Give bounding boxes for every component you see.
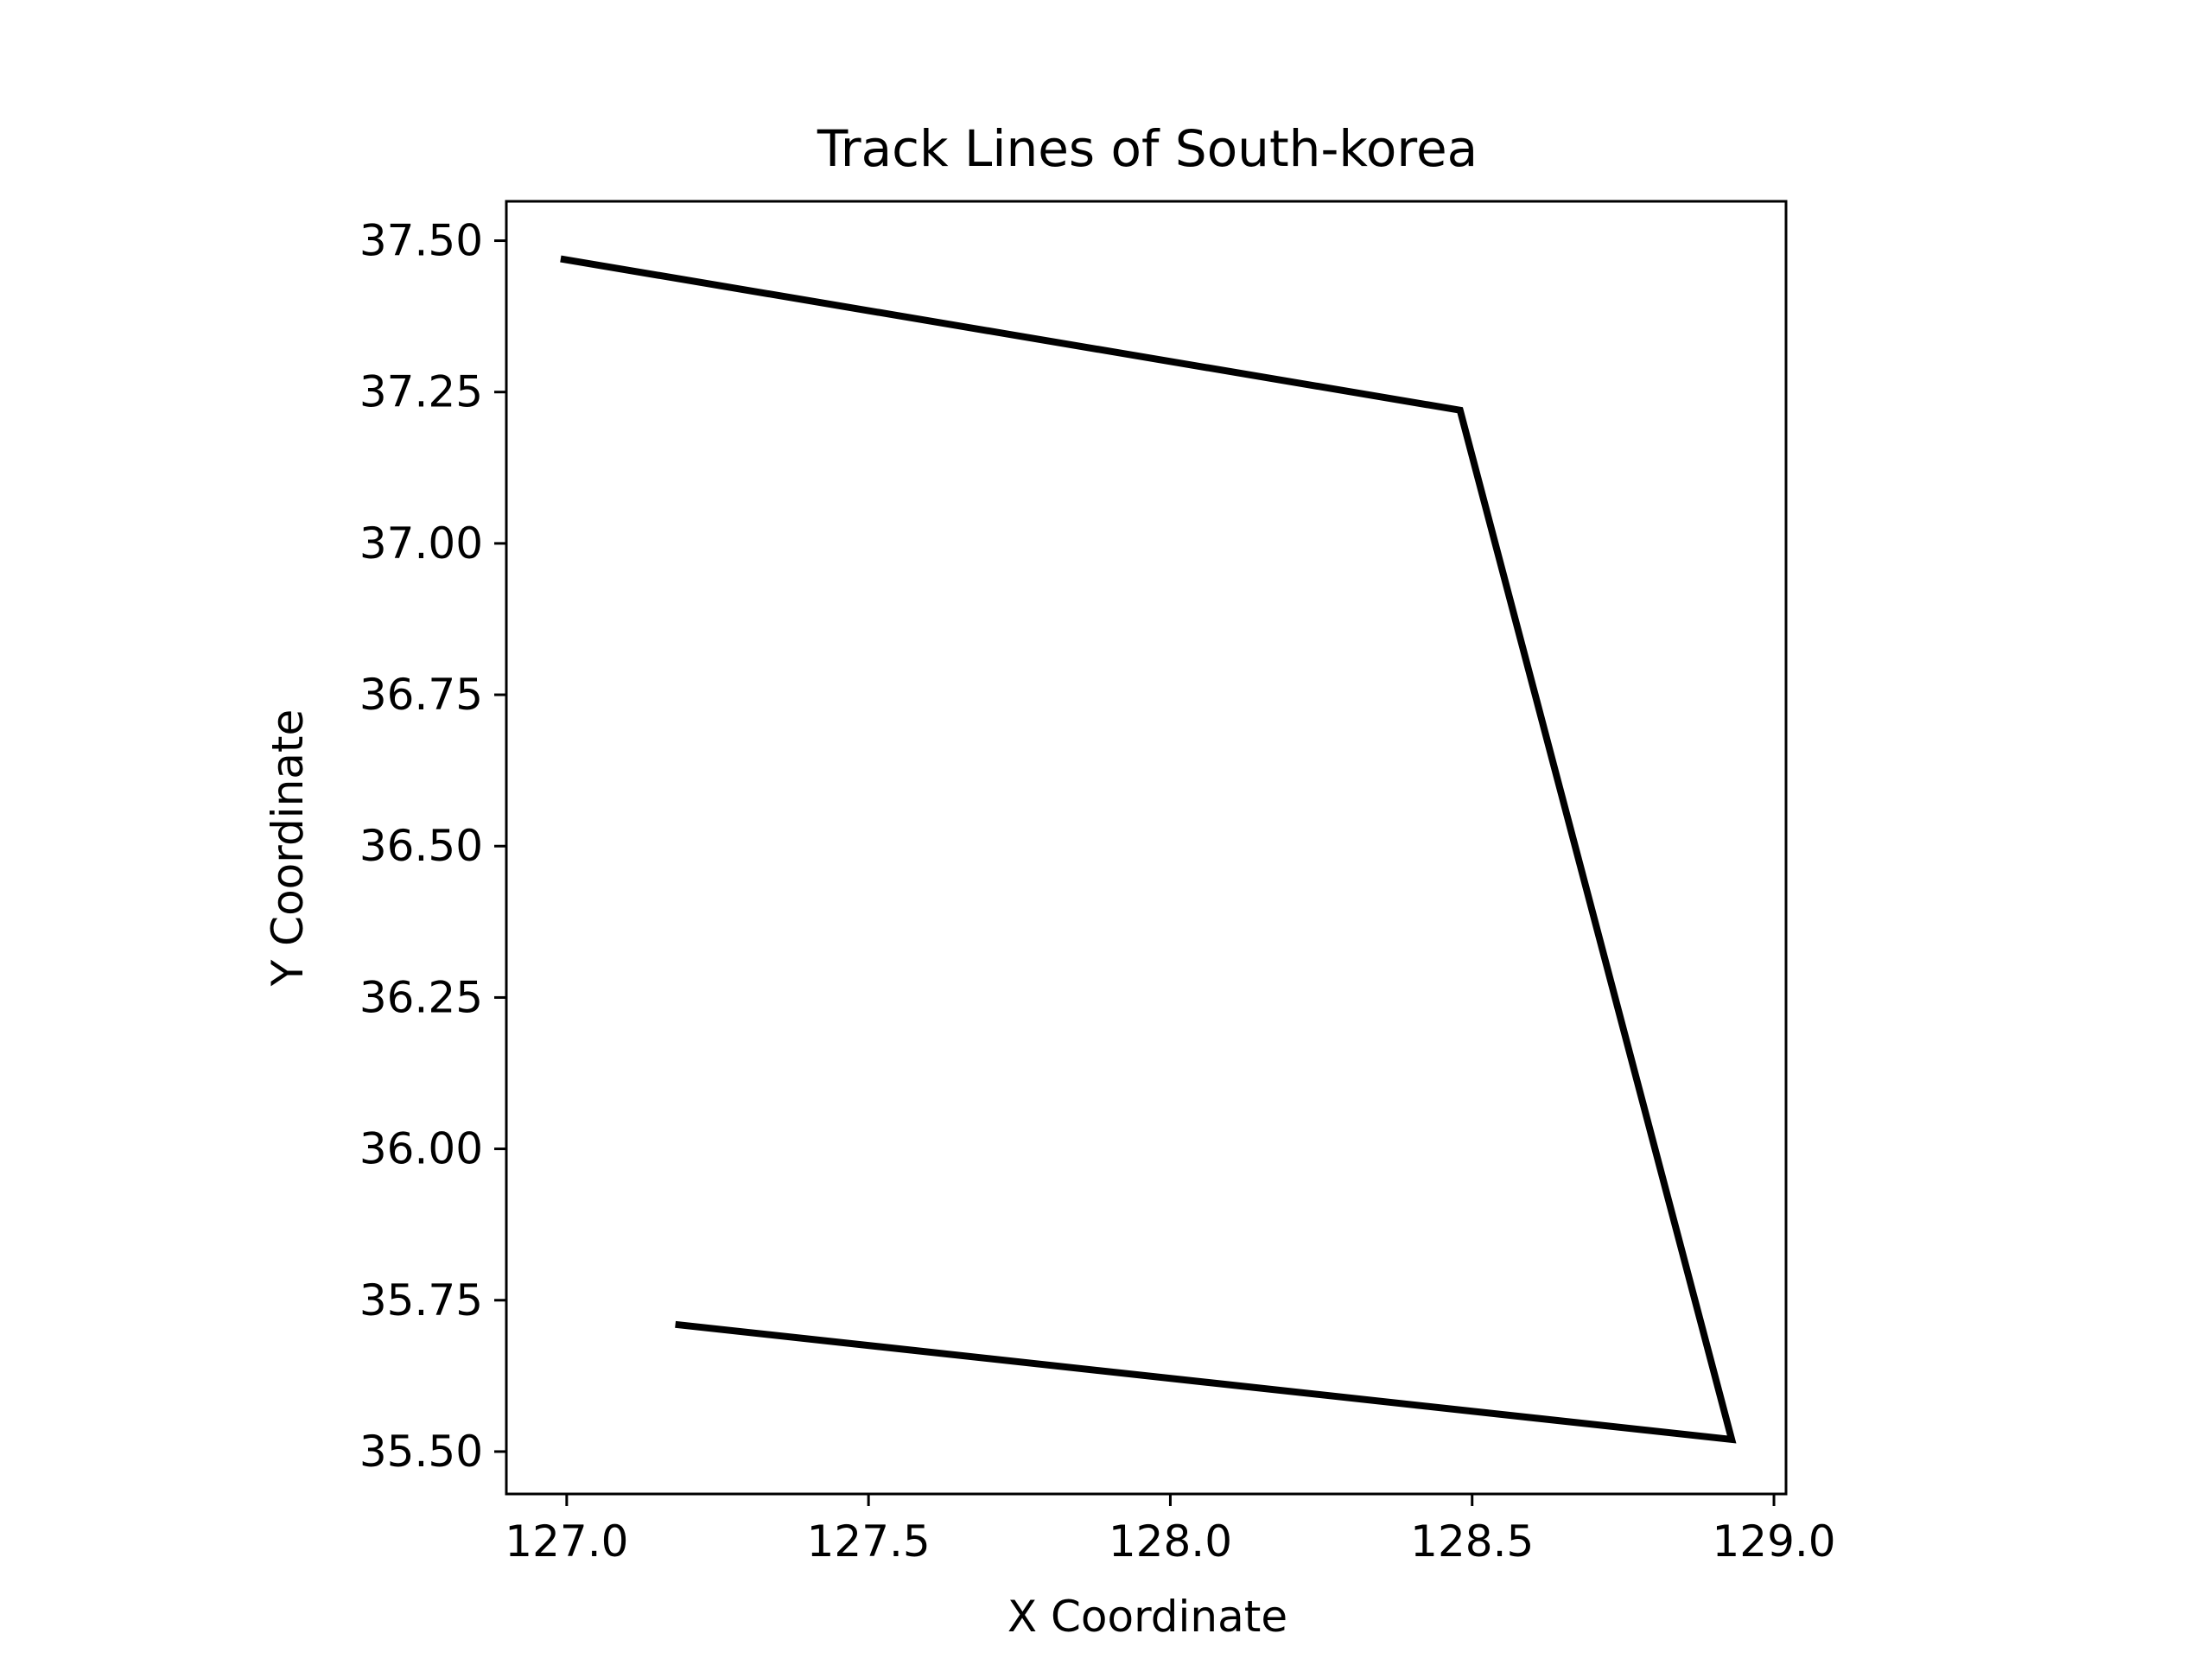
chart-title: Track Lines of South-korea xyxy=(817,119,1478,178)
x-tick-label: 127.5 xyxy=(807,1516,931,1567)
x-tick-label: 127.0 xyxy=(505,1516,628,1567)
y-tick-label: 35.50 xyxy=(359,1427,483,1477)
y-tick-label: 37.50 xyxy=(359,216,483,266)
x-tick-label: 129.0 xyxy=(1712,1516,1835,1567)
y-tick-label: 35.75 xyxy=(359,1275,483,1325)
y-axis-label: Y Coordinate xyxy=(263,709,313,988)
plot-background xyxy=(506,201,1786,1494)
y-tick-label: 36.25 xyxy=(359,972,483,1022)
y-tick-label: 37.25 xyxy=(359,367,483,417)
x-tick-label: 128.5 xyxy=(1410,1516,1534,1567)
x-axis-label: X Coordinate xyxy=(1007,1592,1287,1642)
plot-area xyxy=(505,200,1788,1496)
y-tick-label: 37.00 xyxy=(359,518,483,569)
y-tick-label: 36.75 xyxy=(359,670,483,720)
y-tick-label: 36.00 xyxy=(359,1124,483,1174)
series-line xyxy=(560,255,1737,1444)
y-tick-label: 36.50 xyxy=(359,821,483,871)
x-axis: 127.0 127.5 128.0 128.5 129.0 xyxy=(505,1494,1836,1567)
plot-frame xyxy=(505,200,1788,1496)
y-axis: 35.50 35.75 36.00 36.25 36.50 36.75 37.00 37.25… xyxy=(359,216,506,1477)
x-tick-label: 128.0 xyxy=(1109,1516,1232,1567)
series-layer xyxy=(560,255,1737,1444)
